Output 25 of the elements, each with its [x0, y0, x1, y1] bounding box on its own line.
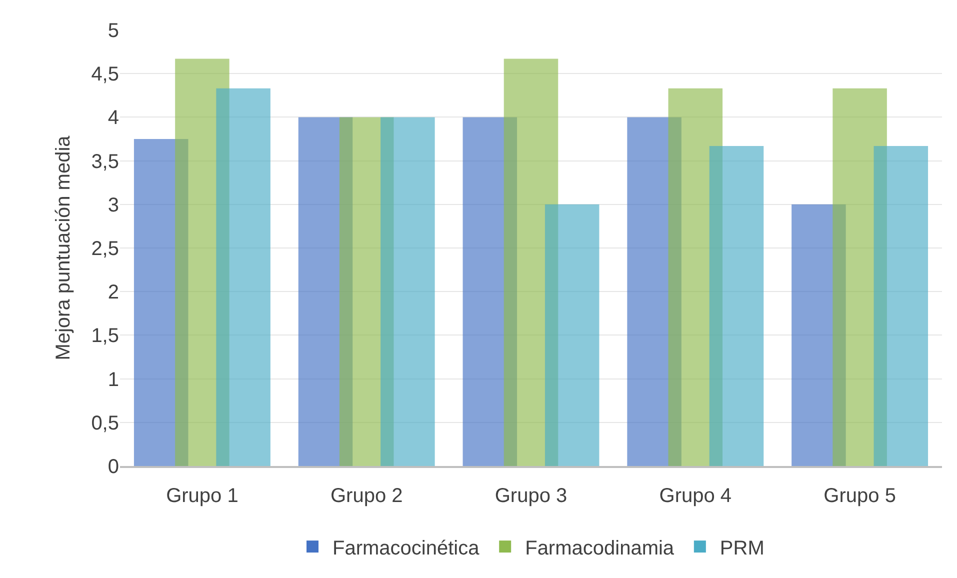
bar [544, 204, 600, 466]
bar [709, 146, 764, 466]
y-tick-label: 4 [108, 107, 119, 130]
x-tick-label: Grupo 2 [330, 485, 403, 507]
legend-label: PRM [720, 537, 764, 560]
x-tick-label: Grupo 4 [659, 485, 732, 507]
y-tick-label: 3 [108, 194, 119, 216]
y-tick-label: 1 [108, 368, 119, 391]
y-tick-label: 5 [108, 20, 119, 42]
y-tick-label: 2 [108, 282, 119, 304]
y-tick-label: 3,5 [91, 150, 119, 173]
y-tick-label: 0,5 [91, 412, 119, 434]
bar [216, 88, 270, 466]
y-tick-label: 0 [108, 456, 119, 478]
y-tick-label: 4,5 [91, 64, 119, 86]
legend-label: Farmacocinética [332, 537, 480, 560]
x-tick-label: Grupo 3 [494, 485, 568, 507]
x-tick-label: Grupo 5 [824, 485, 896, 507]
bar [874, 146, 928, 466]
bar [380, 117, 435, 466]
y-tick-label: 2,5 [91, 238, 119, 260]
legend-label: Farmacodinamia [525, 537, 675, 560]
y-tick-label: 1,5 [91, 325, 119, 348]
x-tick-label: Grupo 1 [166, 485, 238, 507]
y-axis-title: Mejora puntuación media [52, 134, 75, 360]
